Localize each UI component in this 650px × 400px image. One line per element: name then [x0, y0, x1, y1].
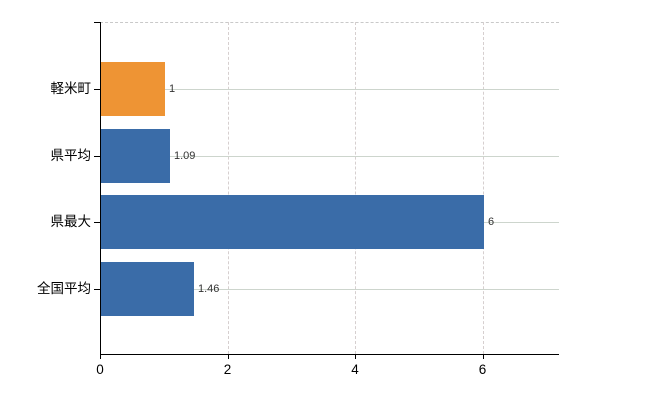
y-axis [100, 22, 101, 354]
y-axis-tick [94, 89, 100, 90]
y-axis-end-tick [94, 22, 100, 23]
x-tick-label: 2 [223, 362, 232, 377]
bar-value-label: 1 [169, 83, 176, 95]
bar [101, 261, 194, 316]
category-label: 軽米町 [50, 81, 92, 96]
x-axis-tick [355, 354, 356, 359]
category-label: 県最大 [50, 214, 92, 229]
category-label: 県平均 [50, 147, 92, 163]
x-axis [100, 354, 559, 355]
x-axis-tick [100, 354, 101, 359]
y-axis-tick [94, 288, 100, 290]
bar-value-label: 6 [488, 216, 495, 228]
plot-top-border [100, 22, 559, 23]
category-label: 全国平均 [37, 280, 91, 296]
x-tick-label: 4 [351, 362, 359, 377]
horizontal-gridline [100, 155, 559, 157]
bar-value-label: 1.09 [174, 149, 196, 162]
x-axis-tick [482, 354, 484, 359]
bar-value-label: 1.46 [198, 282, 220, 295]
x-axis-tick [227, 354, 229, 359]
x-tick-label: 0 [96, 362, 104, 377]
y-axis-tick [94, 155, 100, 157]
bar [101, 62, 165, 116]
bar [101, 195, 484, 249]
horizontal-gridline [100, 288, 559, 290]
vertical-gridline [482, 22, 484, 354]
y-axis-tick [94, 222, 100, 223]
bar [101, 128, 170, 183]
vertical-gridline [227, 22, 229, 354]
horizontal-gridline [100, 89, 559, 90]
x-tick-label: 6 [478, 362, 487, 377]
vertical-gridline [355, 22, 356, 354]
